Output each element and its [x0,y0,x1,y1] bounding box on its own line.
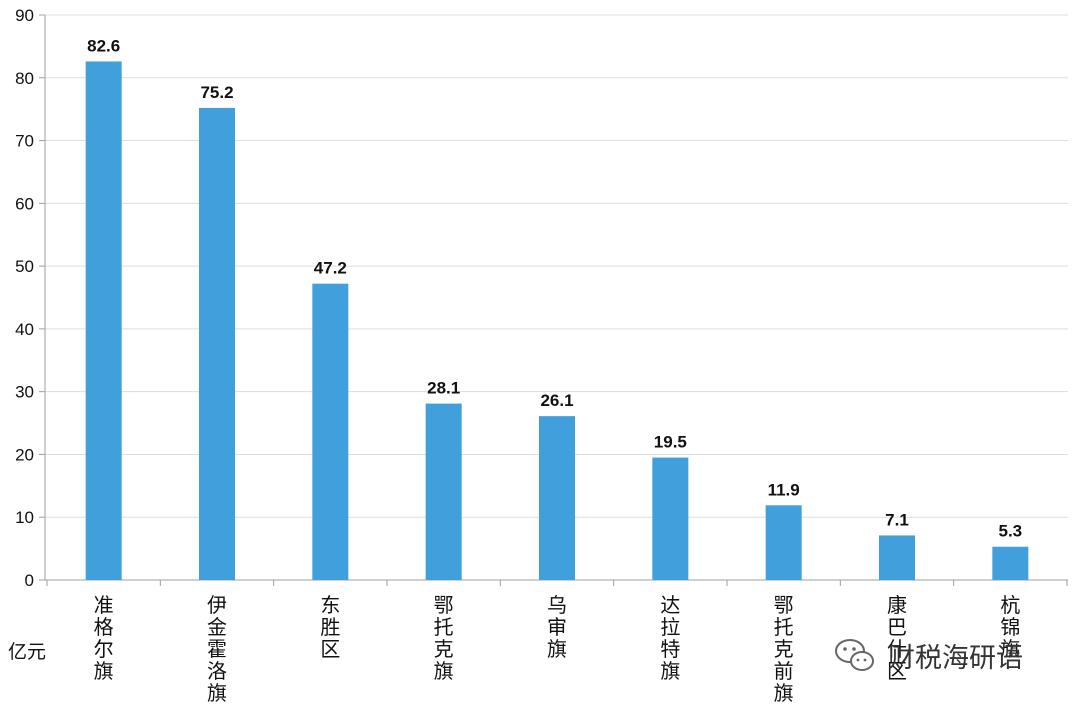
bar [312,283,349,580]
value-label: 11.9 [768,480,800,499]
category-label: 伊金霍洛旗 [207,593,227,705]
bar [652,457,689,580]
bar [879,535,915,580]
value-label: 26.1 [540,391,573,410]
bar [425,403,462,580]
bar [539,416,575,580]
y-tick-label: 10 [15,508,34,527]
bar [199,107,235,581]
watermark-text: 财税海研语 [888,643,1023,674]
value-label: 5.3 [999,522,1023,541]
unit-label: 亿元 [8,641,46,663]
bar [765,505,802,580]
category-label: 杭锦旗 [1000,593,1020,661]
y-tick-label: 0 [25,571,34,590]
value-label: 75.2 [200,83,233,102]
y-tick-label: 20 [15,445,34,464]
y-tick-label: 40 [15,320,34,339]
y-tick-label: 30 [15,383,34,402]
category-label: 准格尔旗 [94,593,114,683]
category-label: 达拉特旗 [660,593,680,683]
bars [85,61,1029,581]
y-tick-labels: 0 10 20 30 40 50 60 70 80 90 [15,6,45,590]
y-tick-label: 70 [15,132,34,151]
bar [992,546,1029,580]
category-label: 鄂托克旗 [434,593,454,683]
y-tick-label: 60 [15,194,34,213]
value-label: 28.1 [427,379,460,398]
y-tick-label: 50 [15,257,34,276]
value-labels: 82.6 75.2 47.2 28.1 26.1 19.5 11.9 7.1 5.3 [87,36,1022,540]
category-label: 乌审旗 [547,593,567,661]
y-tick-label: 80 [15,69,34,88]
category-labels: 准格尔旗 伊金霍洛旗 东胜区 鄂托克旗 乌审旗 达拉特旗 鄂托克前旗 康巴什区 杭锦旗 [94,593,1021,705]
value-label: 82.6 [87,36,120,55]
y-tick-label: 90 [15,6,34,25]
value-label: 7.1 [885,510,909,529]
category-label: 东胜区 [320,593,340,661]
category-label: 康巴什区 [887,593,907,683]
category-label: 鄂托克前旗 [774,593,794,705]
wechat-icon [835,639,874,671]
bar [85,61,122,580]
value-label: 19.5 [654,433,687,452]
watermark: 财税海研语 [835,639,1023,674]
value-label: 47.2 [314,259,347,278]
